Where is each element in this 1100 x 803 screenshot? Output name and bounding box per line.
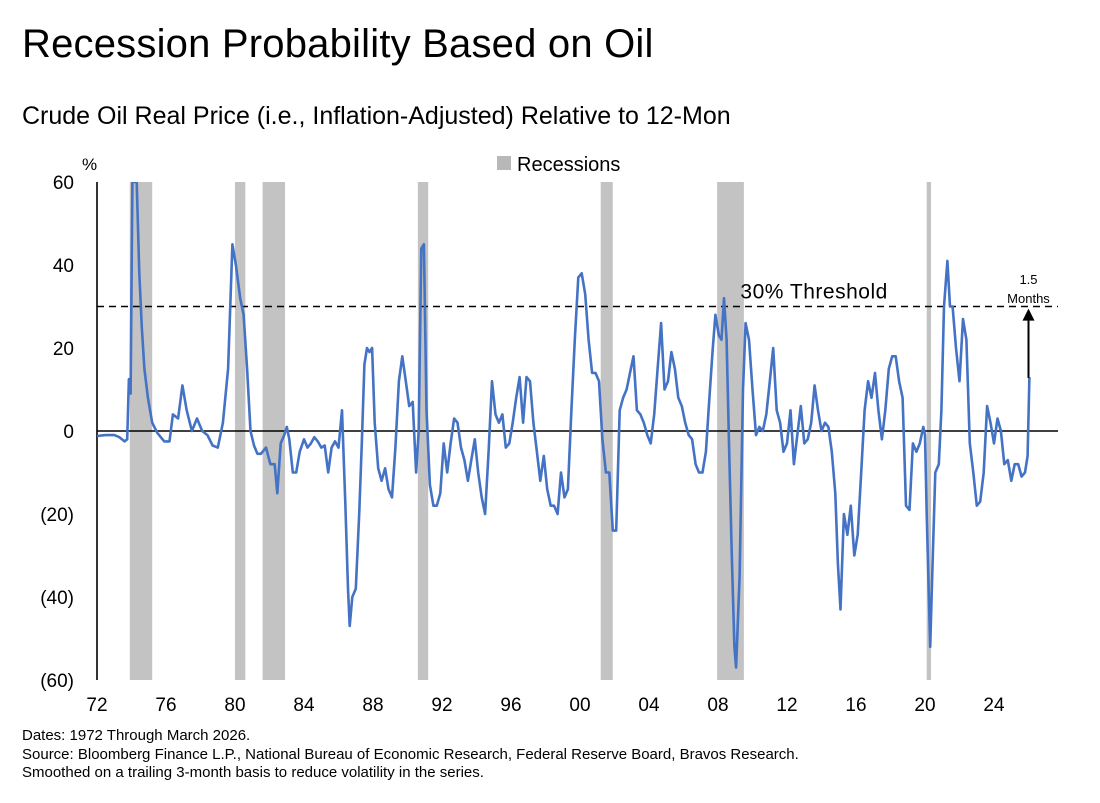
x-tick-label: 76 [155,695,176,716]
footer-source: Source: Bloomberg Finance L.P., National… [22,745,799,763]
y-tick-label: (40) [40,588,74,609]
annotation-label-value: 1.5 [1019,272,1037,287]
y-tick-label: (20) [40,505,74,526]
x-tick-label: 16 [845,695,866,716]
x-tick-label: 96 [500,695,521,716]
x-tick-label: 12 [776,695,797,716]
y-tick-label: (60) [40,671,74,692]
chart-title: Recession Probability Based on Oil [22,22,654,66]
x-tick-label: 72 [86,695,107,716]
series [97,182,1031,669]
x-tick-label: 88 [362,695,383,716]
x-tick-label: 20 [914,695,935,716]
legend: Recessions [497,154,620,176]
x-tick-label: 04 [638,695,660,716]
legend-swatch-recessions [497,156,511,170]
y-axis-unit-label: % [82,155,97,174]
axes: 60 40 20 0 (20) (40) (60)% 72 76 80 84 88 92 96 00 04 08… [40,155,1058,716]
x-tick-label: 80 [224,695,245,716]
footer-notes: Dates: 1972 Through March 2026. Source: … [22,727,799,783]
x-tick-label: 24 [983,695,1005,716]
y-tick-label: 40 [53,256,74,277]
annotation: 1.5 Months [1007,272,1050,378]
footer-note: Smoothed on a trailing 3-month basis to … [22,764,484,781]
legend-label-recessions: Recessions [517,154,620,176]
x-tick-label: 08 [707,695,728,716]
y-tick-label: 60 [53,173,74,194]
series-line [97,182,1031,669]
x-tick-label: 92 [431,695,452,716]
y-tick-label: 20 [53,339,74,360]
x-tick-label: 84 [293,695,315,716]
footer-dates: Dates: 1972 Through March 2026. [22,727,251,744]
annotation-arrow-head [1022,308,1035,321]
y-tick-label: 0 [63,422,74,443]
annotation-label-unit: Months [1007,291,1050,306]
chart-subtitle: Crude Oil Real Price (i.e., Inflation-Ad… [22,102,731,130]
x-tick-label: 00 [569,695,590,716]
threshold-label: 30% Threshold [740,281,887,304]
